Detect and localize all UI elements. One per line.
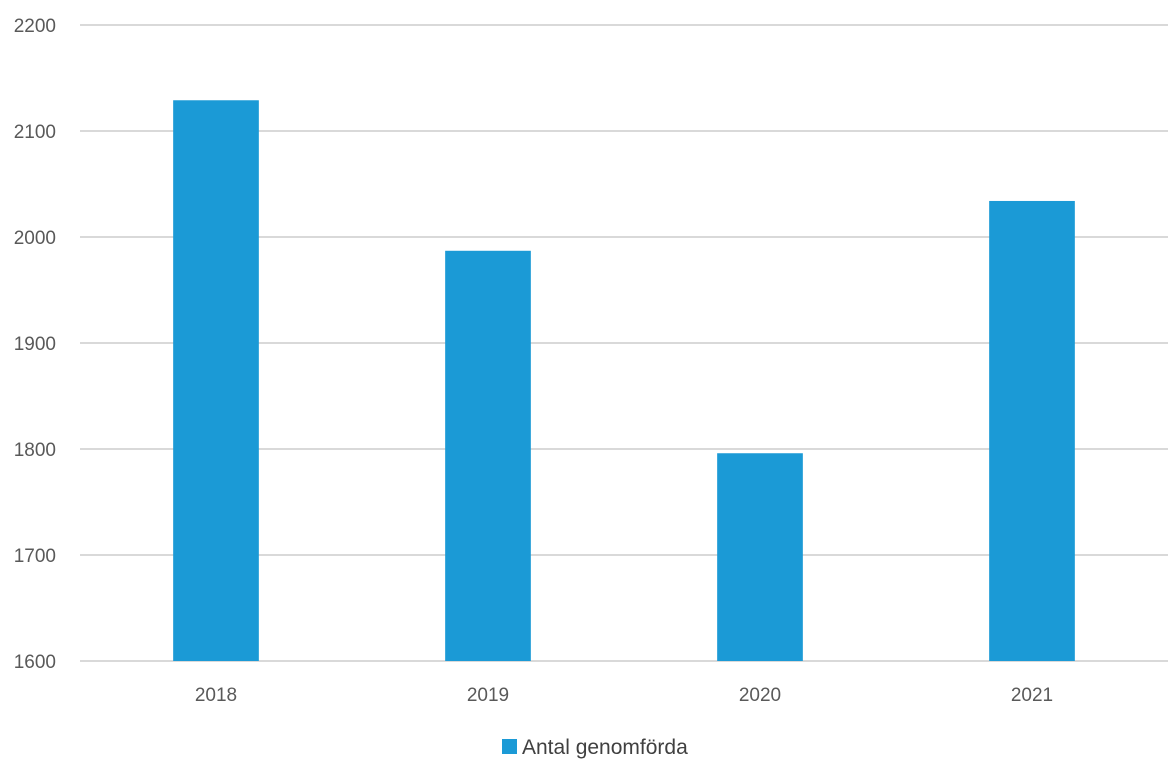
y-axis-tick-labels: 1600 1700 1800 1900 2000 2100 2200 [14,16,56,673]
y-tick-label: 2100 [14,122,56,143]
y-tick-label: 1700 [14,546,56,567]
x-tick-label-2019: 2019 [467,685,509,706]
gridlines [80,24,1168,662]
x-tick-label-2018: 2018 [195,685,237,706]
y-tick-label: 1900 [14,334,56,355]
bar-2018 [173,100,259,661]
y-tick-label: 2200 [14,16,56,37]
y-tick-label: 1600 [14,652,56,673]
bars [173,100,1075,661]
y-tick-label: 2000 [14,228,56,249]
legend-label-antal-genomforda: Antal genomförda [522,736,688,759]
legend-swatch [502,739,517,754]
bar-2019 [445,250,531,661]
x-tick-label-2020: 2020 [739,685,781,706]
y-tick-label: 1800 [14,440,56,461]
bar-2020 [717,453,803,661]
x-axis-tick-labels: 2018 2019 2020 2021 [195,685,1053,706]
legend: Antal genomförda [502,736,688,759]
bar-2021 [989,200,1075,661]
x-tick-label-2021: 2021 [1011,685,1053,706]
